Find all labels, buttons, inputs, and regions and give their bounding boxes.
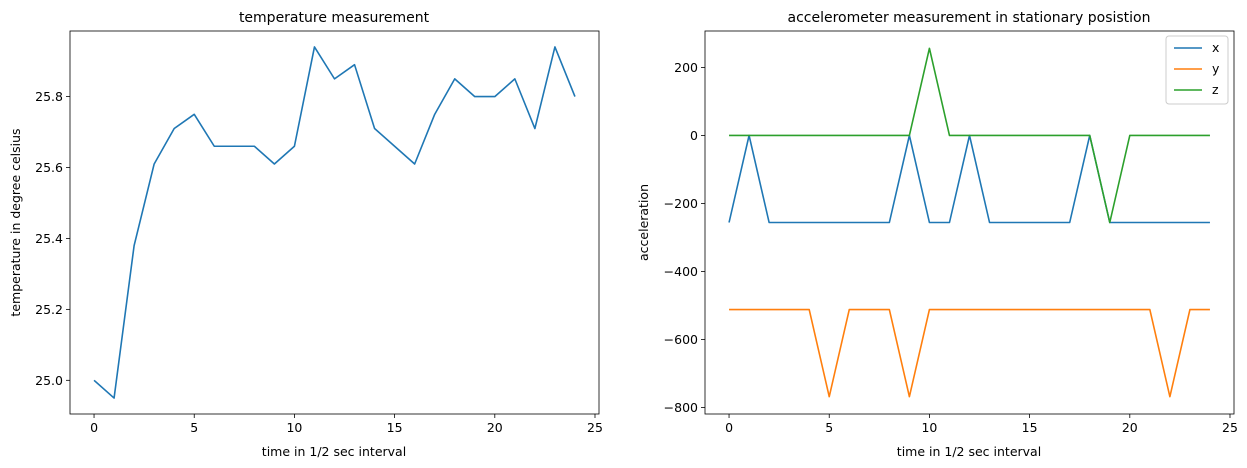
chart-title: temperature measurement [239,10,430,26]
x-tick-label: 15 [1022,420,1038,435]
x-axis-label: time in 1/2 sec interval [897,444,1041,459]
plot-marks [93,46,576,399]
plot-marks [728,47,1210,398]
y-tick-label: −800 [664,400,698,415]
y-axis-label: temperature in degree celsius [8,128,23,316]
chart-title: accelerometer measurement in stationary … [788,10,1151,26]
legend: x y z [1165,35,1229,105]
y-tick-label: 25.0 [35,373,63,388]
legend-label-x: x [1212,40,1219,55]
x-axis-ticks: 0 5 10 15 20 25 [725,414,1238,435]
legend-label-y: y [1212,61,1220,76]
y-axis-ticks: 25.0 25.2 25.4 25.6 25.8 [35,89,70,388]
y-tick-label: −400 [664,264,698,279]
x-tick-label: 25 [587,420,603,435]
series-line-z [729,47,1210,224]
x-tick-label: 25 [1222,420,1238,435]
y-tick-label: 25.6 [35,160,63,175]
x-axis-label: time in 1/2 sec interval [262,444,406,459]
temperature-chart: temperature measurement 0 5 10 15 20 25 25.02… [8,10,603,459]
x-tick-label: 0 [90,420,98,435]
plot-frame [704,30,1235,415]
y-tick-label: −600 [664,332,698,347]
x-tick-label: 15 [387,420,403,435]
legend-box [1165,35,1229,105]
y-tick-label: 25.8 [35,89,63,104]
y-tick-label: 25.2 [35,302,63,317]
x-tick-label: 5 [190,420,198,435]
x-tick-label: 0 [725,420,733,435]
y-tick-label: 200 [674,60,698,75]
series-line [93,46,576,399]
y-tick-label: 25.4 [35,231,63,246]
series-line-y [729,308,1210,398]
y-axis-label: acceleration [636,184,651,261]
x-tick-label: 20 [1122,420,1138,435]
accelerometer-chart: accelerometer measurement in stationary … [636,10,1238,459]
legend-label-z: z [1212,82,1219,97]
plot-frame [69,30,600,415]
x-axis-ticks: 0 5 10 15 20 25 [90,414,603,435]
x-tick-label: 5 [825,420,833,435]
x-tick-label: 10 [921,420,937,435]
y-axis-ticks: −800 −600 −400 −200 0 200 [664,60,705,415]
y-tick-label: 0 [690,128,698,143]
series-line-x [728,134,1210,224]
x-tick-label: 20 [487,420,503,435]
y-tick-label: −200 [664,196,698,211]
x-tick-label: 10 [286,420,302,435]
